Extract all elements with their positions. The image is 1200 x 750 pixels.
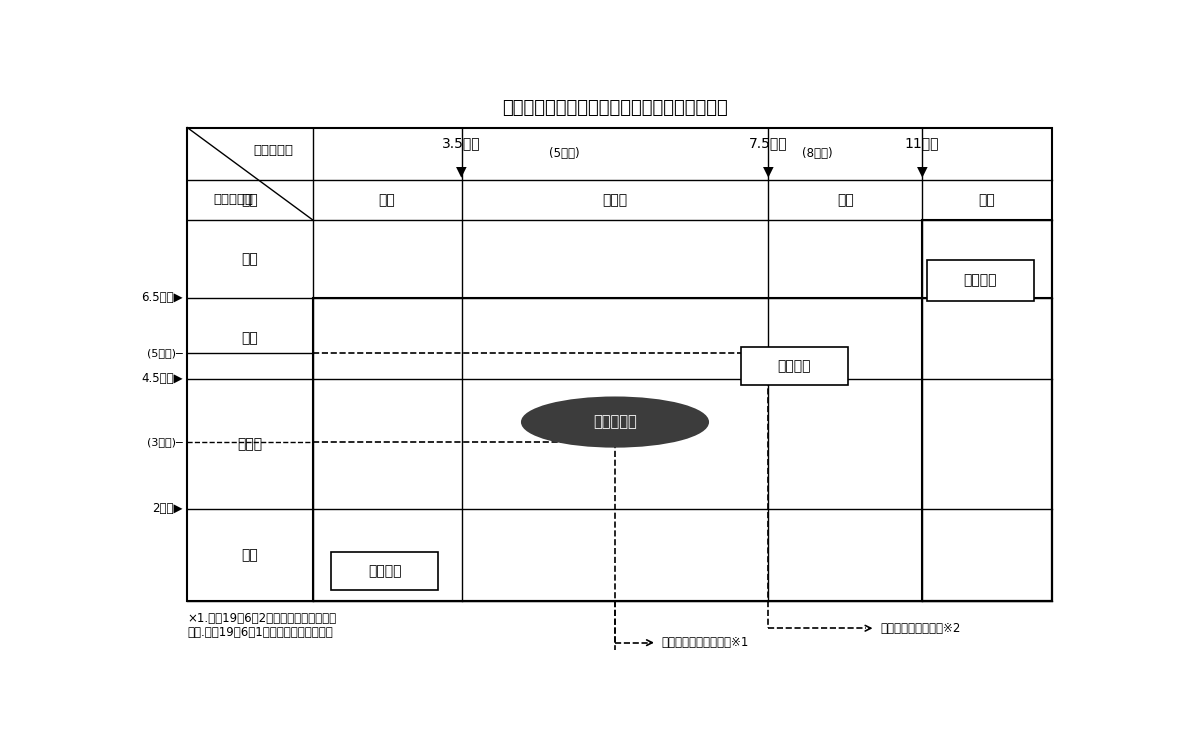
Bar xyxy=(187,128,1052,601)
Text: 大型: 大型 xyxy=(979,193,995,207)
Bar xyxy=(926,260,1033,301)
Text: 2トン▶: 2トン▶ xyxy=(152,503,182,515)
Text: 準中型: 準中型 xyxy=(602,193,628,207)
Text: 準中型: 準中型 xyxy=(238,436,263,451)
Text: 普通: 普通 xyxy=(379,193,396,207)
Text: ▼: ▼ xyxy=(763,164,774,178)
Bar xyxy=(922,220,1052,601)
Text: (5トン): (5トン) xyxy=(548,147,580,160)
Text: 普通: 普通 xyxy=(241,548,258,562)
Text: 車両総重量: 車両総重量 xyxy=(253,144,293,158)
Text: 7.5トン: 7.5トン xyxy=(749,136,787,150)
Text: 4.5トン▶: 4.5トン▶ xyxy=(140,372,182,386)
Text: 普通免許: 普通免許 xyxy=(368,564,402,578)
Text: 中型: 中型 xyxy=(241,332,258,345)
Text: ５トン限定準中型免許※1: ５トン限定準中型免許※1 xyxy=(661,636,749,650)
Text: ８トン限定中型免許※2: ８トン限定中型免許※2 xyxy=(880,622,960,634)
Text: 3.5トン: 3.5トン xyxy=(443,136,481,150)
Bar xyxy=(313,298,1052,601)
Text: 新たな免許区分による車両総重量と最大積載量: 新たな免許区分による車両総重量と最大積載量 xyxy=(502,100,728,118)
Text: 中型: 中型 xyxy=(836,193,853,207)
Text: 中型免許: 中型免許 xyxy=(778,358,811,373)
Ellipse shape xyxy=(522,398,708,446)
Bar xyxy=(740,347,847,385)
Text: ▼: ▼ xyxy=(917,164,928,178)
Text: (5トン)─: (5トン)─ xyxy=(146,348,182,358)
Text: ×1.平成19年6月2日以降　普通免許取得: ×1.平成19年6月2日以降 普通免許取得 xyxy=(187,612,336,625)
Text: (3トン)─: (3トン)─ xyxy=(146,437,182,447)
Text: ２.平成19年6月1日以前　普通免許取得: ２.平成19年6月1日以前 普通免許取得 xyxy=(187,626,332,639)
Text: ▼: ▼ xyxy=(456,164,467,178)
Text: 区分: 区分 xyxy=(241,193,258,207)
Text: (8トン): (8トン) xyxy=(802,147,833,160)
Text: 準中型免許: 準中型免許 xyxy=(593,415,637,430)
Text: 大型免許: 大型免許 xyxy=(964,274,997,287)
Text: 6.5トン▶: 6.5トン▶ xyxy=(140,292,182,304)
Bar xyxy=(331,552,438,590)
Bar xyxy=(313,379,768,508)
Text: 最大積載量: 最大積載量 xyxy=(214,194,253,206)
Text: 11トン: 11トン xyxy=(905,136,940,150)
Text: 大型: 大型 xyxy=(241,252,258,266)
